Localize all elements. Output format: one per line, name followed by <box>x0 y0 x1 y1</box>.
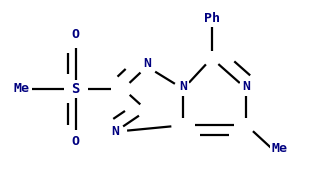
Text: Me: Me <box>272 142 288 155</box>
Text: Ph: Ph <box>204 12 220 25</box>
Text: O: O <box>72 136 80 149</box>
Text: O: O <box>72 28 80 41</box>
Text: N: N <box>242 80 250 93</box>
Text: N: N <box>111 125 119 138</box>
Text: N: N <box>179 80 187 93</box>
Text: N: N <box>143 57 151 70</box>
Text: Me: Me <box>14 82 30 95</box>
Text: S: S <box>71 82 80 96</box>
